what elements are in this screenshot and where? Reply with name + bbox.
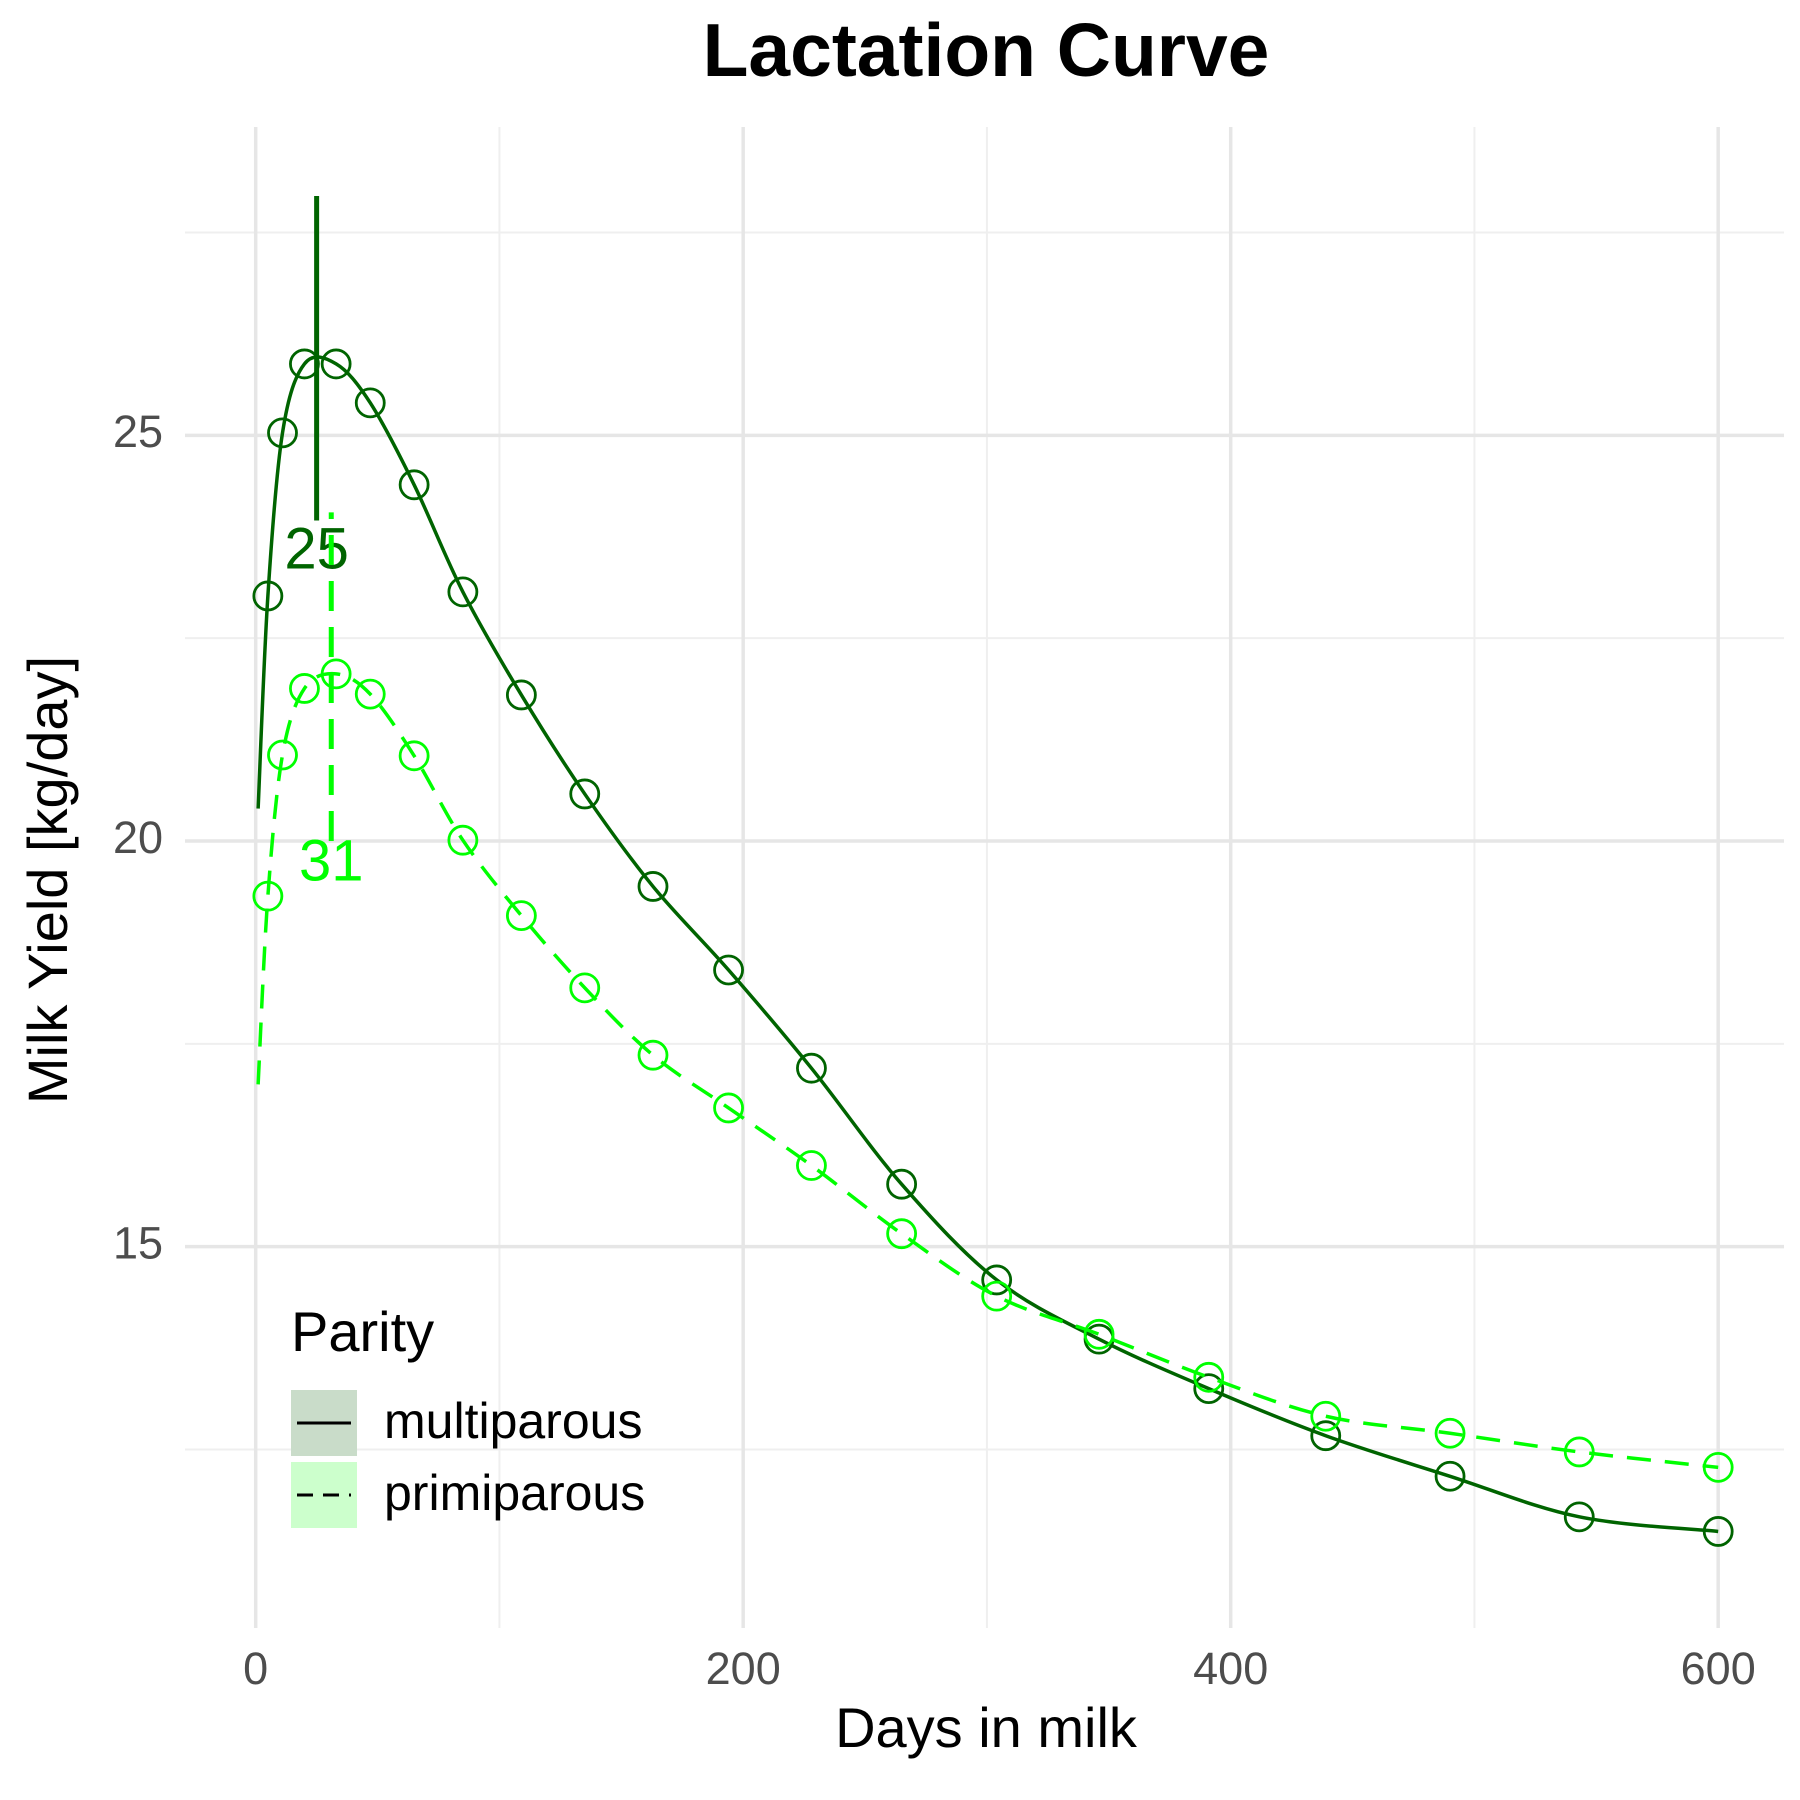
point: [1702, 1451, 1734, 1483]
x-tick-label: 400: [1193, 1643, 1268, 1694]
point: [1434, 1417, 1466, 1449]
point: [569, 972, 601, 1004]
point: [447, 576, 479, 608]
y-tick-label: 25: [113, 406, 163, 457]
chart-title: Lactation Curve: [703, 8, 1270, 92]
peak-label: 31: [299, 829, 364, 894]
point: [981, 1264, 1013, 1296]
point: [1702, 1516, 1734, 1547]
point: [886, 1168, 918, 1200]
point: [320, 348, 352, 380]
legend-label: multiparous: [384, 1393, 642, 1449]
point: [1193, 1373, 1225, 1405]
point: [1434, 1460, 1466, 1492]
x-tick-label: 0: [243, 1643, 268, 1694]
y-tick-label: 20: [113, 812, 163, 863]
fit-line: [256, 671, 1719, 1470]
y-tick-label: 15: [113, 1218, 163, 1269]
fit-line: [256, 355, 1719, 1534]
point: [1083, 1318, 1115, 1350]
point: [398, 469, 430, 501]
point: [354, 387, 386, 419]
point: [796, 1052, 827, 1084]
point: [267, 417, 298, 449]
point: [320, 658, 352, 690]
point: [289, 673, 320, 704]
point: [796, 1150, 827, 1181]
point: [354, 678, 386, 710]
point: [637, 871, 669, 902]
point: [398, 740, 430, 772]
point: [569, 778, 601, 810]
legend-label: primiparous: [384, 1465, 645, 1521]
point: [886, 1218, 918, 1250]
point: [713, 954, 744, 986]
y-axis-title: Milk Yield [kg/day]: [16, 656, 79, 1104]
point: [252, 880, 284, 912]
point: [713, 1092, 744, 1124]
point: [447, 824, 479, 856]
point: [981, 1280, 1013, 1312]
point: [505, 900, 537, 932]
point: [637, 1039, 669, 1071]
point: [252, 580, 284, 612]
point: [1310, 1400, 1342, 1432]
peak-label: 25: [284, 516, 349, 581]
point: [1563, 1436, 1595, 1468]
point: [267, 739, 298, 771]
point: [505, 679, 537, 711]
x-axis-title: Days in milk: [835, 1696, 1138, 1759]
point: [1193, 1361, 1225, 1393]
point: [1563, 1501, 1595, 1533]
point: [1310, 1420, 1342, 1452]
legend-title: Parity: [291, 1300, 434, 1363]
x-tick-label: 200: [706, 1643, 781, 1694]
x-tick-label: 600: [1681, 1643, 1756, 1694]
